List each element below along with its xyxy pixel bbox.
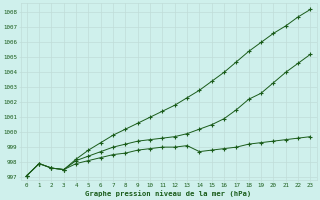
X-axis label: Graphe pression niveau de la mer (hPa): Graphe pression niveau de la mer (hPa) — [85, 190, 252, 197]
